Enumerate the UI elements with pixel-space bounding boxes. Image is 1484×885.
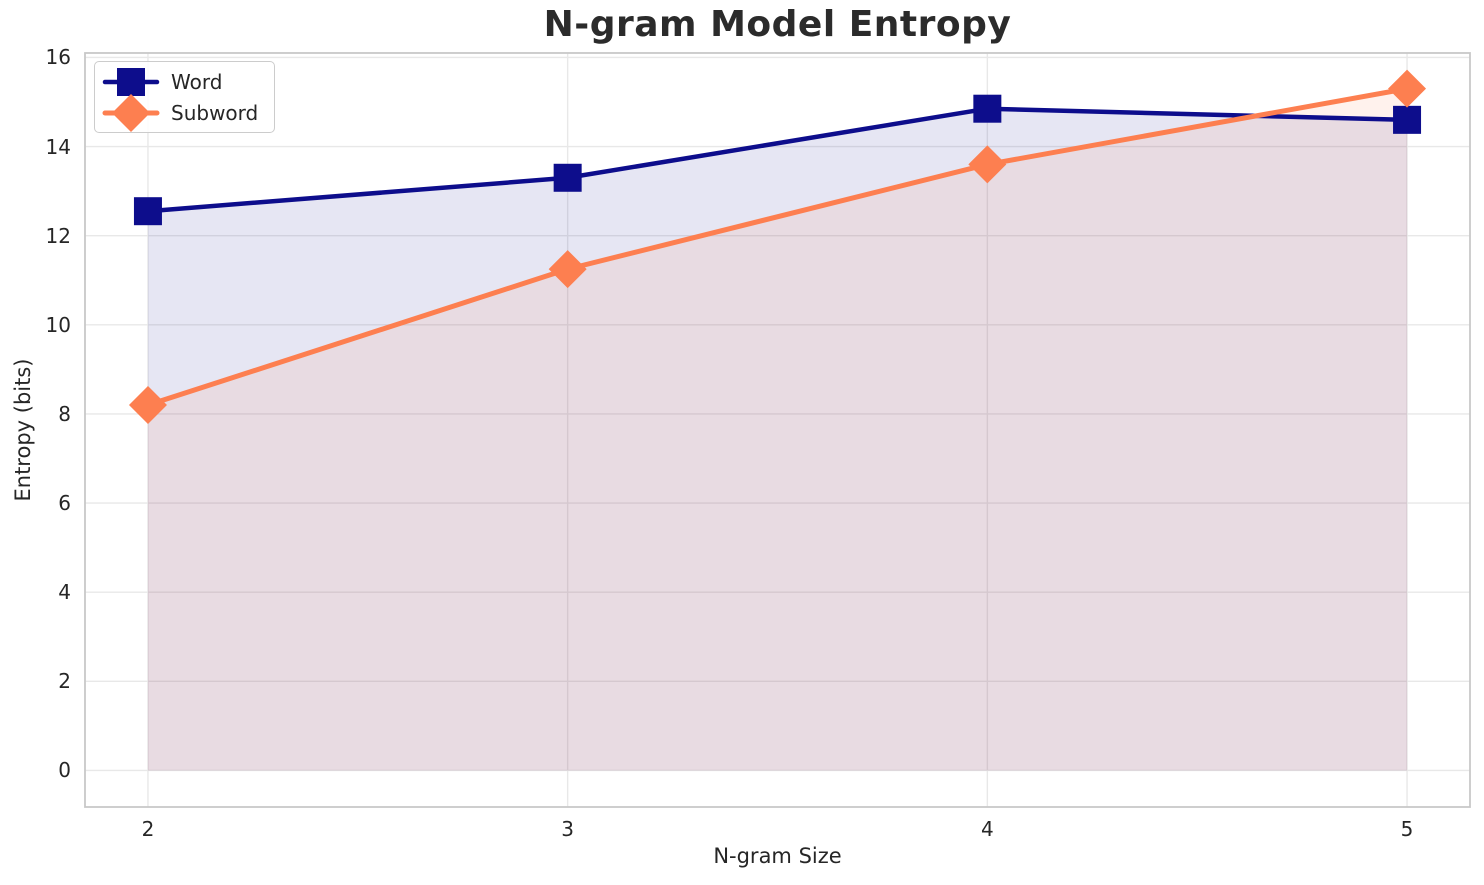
y-tick-label: 10	[45, 312, 71, 337]
y-tick-label: 14	[45, 134, 71, 159]
y-tick-label: 8	[58, 401, 71, 426]
legend-sample-diamond-icon	[102, 93, 160, 132]
marker-square-icon	[973, 94, 1002, 123]
y-tick-label: 6	[58, 491, 71, 516]
legend-item-label: Word	[171, 69, 223, 94]
series-fill-subword	[147, 88, 1408, 771]
axes-spines	[84, 52, 1471, 808]
legend-item-label: Subword	[171, 100, 259, 125]
legend-sample-square-icon	[102, 67, 160, 96]
x-tick-label: 4	[980, 817, 994, 841]
x-tick-label: 3	[561, 817, 575, 841]
marker-diamond-icon	[548, 250, 587, 289]
y-tick-label: 4	[58, 580, 71, 605]
x-axis-label: N-gram Size	[713, 844, 842, 868]
marker-square-icon	[553, 163, 582, 192]
y-tick-label: 2	[58, 669, 71, 694]
y-tick-label: 16	[45, 45, 71, 70]
legend-item-subword: Subword	[102, 93, 259, 132]
marker-diamond-icon	[1388, 69, 1427, 108]
y-axis-label: Entropy (bits)	[11, 358, 35, 502]
series-line-subword	[145, 86, 1410, 408]
marker-square-icon	[117, 67, 145, 96]
y-tick-label: 12	[45, 223, 71, 248]
series-line-word	[145, 106, 1410, 214]
marker-diamond-icon	[128, 386, 167, 425]
x-tick-label: 5	[1400, 817, 1414, 841]
marker-square-icon	[133, 197, 162, 226]
legend-item-word: Word	[102, 66, 258, 97]
legend: Word Subword	[94, 61, 276, 133]
chart-title: N-gram Model Entropy	[543, 4, 1012, 45]
marker-diamond-icon	[112, 93, 150, 132]
marker-square-icon	[1393, 105, 1422, 134]
series-fill-word	[147, 108, 1408, 771]
marker-diamond-icon	[968, 145, 1007, 184]
x-tick-label: 2	[141, 817, 155, 841]
y-tick-label: 0	[58, 758, 71, 783]
